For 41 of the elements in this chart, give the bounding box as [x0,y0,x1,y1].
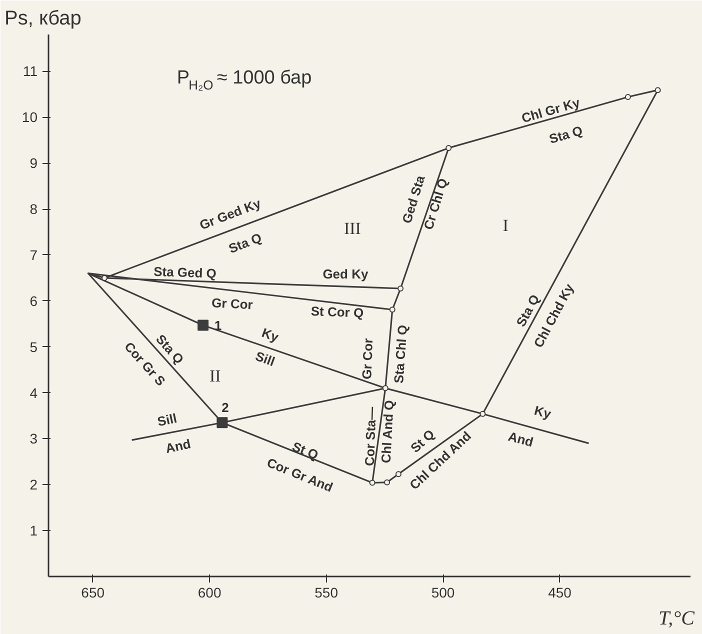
x-tick-label: 550 [314,584,338,600]
annotation: I [502,216,509,236]
y-tick-label: 9 [30,155,38,172]
annotation: II [210,366,222,386]
annotation: Sill [156,410,178,430]
annotation: III [344,218,362,238]
y-tick-label: 3 [30,430,38,447]
x-tick-label: 600 [198,584,222,600]
annotation: Gr Cor [359,338,376,380]
x-tick-label: 500 [431,584,455,600]
annotation: And [506,428,535,450]
annotation: Ky [260,325,282,346]
y-tick-label: 5 [30,338,38,355]
y-tick-label: 6 [30,292,38,309]
y-tick-label: 11 [22,63,38,80]
annotation: St Q [290,438,321,463]
y-tick-label: 4 [30,384,38,401]
y-tick-label: 8 [30,201,38,218]
annotation: 1 [214,318,222,333]
y-tick-label: 1 [30,522,38,539]
annotation: Chl And Q [378,400,397,464]
y-tick-label: 7 [30,246,38,263]
annotation: Sta Q [152,332,187,367]
annotation: And [164,436,192,456]
y-tick-label: 2 [30,476,38,493]
y-tick-label: 10 [22,109,38,126]
annotation: Sta Q [513,292,542,330]
annotation: 2 [222,400,229,415]
x-axis-title: T,°C [658,608,696,630]
annotation: Cor Sta— [362,406,379,466]
annotation: Ged Ky [322,266,369,282]
annotation: Ky [532,402,554,422]
annotation: Sill [253,348,277,370]
annotation: St Cor Q [310,304,364,320]
x-tick-label: 450 [548,584,572,600]
annotation: Sta Chl Q [391,324,410,384]
annotation: Gr Cor [211,295,254,312]
x-tick-label: 650 [81,584,105,600]
y-axis-title: Ps, кбар [4,8,82,30]
annotation: Sta Ged Q [153,264,217,282]
annotation: St Q [408,426,438,456]
